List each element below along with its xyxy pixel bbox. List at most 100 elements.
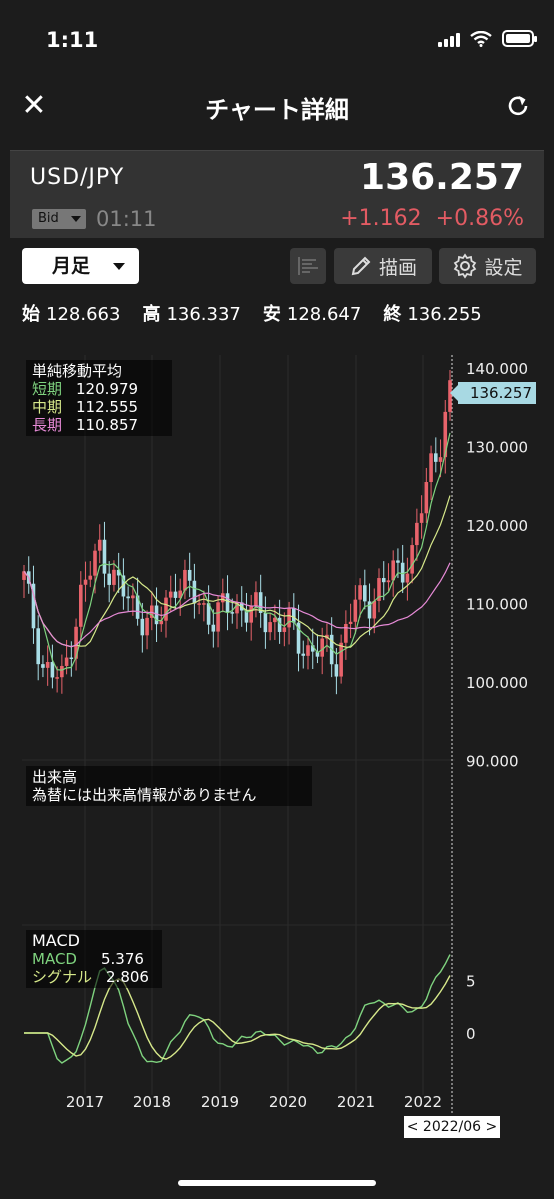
candle-body	[69, 657, 74, 660]
candle-body	[168, 591, 173, 598]
time-axis-label: 2020	[269, 1093, 307, 1111]
status-time: 1:11	[46, 28, 99, 52]
candle-body	[306, 645, 310, 656]
list-icon	[298, 257, 318, 275]
candle-body	[410, 545, 414, 574]
volume-legend: 出来高 為替には出来高情報がありません	[26, 766, 312, 806]
sma-mid-value: 112.555	[76, 398, 139, 416]
period-label: 月足	[52, 255, 91, 277]
close-icon[interactable]: ✕	[21, 88, 47, 123]
candle-body	[164, 597, 168, 621]
battery-icon	[502, 30, 537, 47]
candle-body	[438, 457, 443, 462]
home-indicator	[178, 1180, 376, 1186]
chevron-down-icon	[71, 216, 81, 222]
candle-body	[140, 618, 145, 636]
sma-legend: 単純移動平均 短期 120.979 中期 112.555 長期 110.857	[26, 360, 172, 436]
macd-legend-title: MACD	[32, 931, 80, 950]
candle-body	[334, 664, 339, 677]
candle-body	[31, 583, 36, 629]
candle-body	[310, 645, 315, 652]
candle-body	[315, 651, 320, 657]
candle-body	[381, 578, 386, 583]
candle-body	[348, 621, 353, 625]
candle-body	[74, 626, 78, 659]
candle-body	[415, 522, 419, 546]
candle-body	[135, 595, 140, 619]
candle-body	[235, 602, 239, 614]
candle-body	[254, 592, 258, 607]
candle-body	[102, 539, 107, 574]
candle-body	[150, 605, 154, 618]
candle-body	[79, 584, 83, 627]
candle-body	[192, 580, 197, 604]
chevron-down-icon	[113, 263, 125, 270]
period-select[interactable]: 月足	[22, 248, 139, 284]
candle-body	[367, 601, 372, 619]
candle-body	[301, 653, 306, 656]
candle-body	[429, 453, 433, 483]
candle-body	[320, 638, 324, 657]
candle-body	[178, 590, 182, 598]
candle-body	[206, 603, 211, 625]
candle-body	[377, 578, 381, 601]
candle-body	[36, 628, 40, 665]
volume-legend-note: 為替には出来高情報がありません	[32, 786, 257, 804]
bid-selector[interactable]: Bid	[32, 209, 86, 229]
price-axis-label: 110.000	[466, 596, 528, 614]
draw-button[interactable]: 描画	[334, 248, 432, 284]
candle-body	[287, 608, 291, 628]
time-axis-label: 2017	[66, 1093, 104, 1111]
candle-body	[183, 569, 187, 591]
volume-legend-title: 出来高	[32, 768, 78, 786]
candle-body	[443, 411, 448, 458]
candle-body	[277, 617, 282, 632]
settings-button[interactable]: 設定	[439, 248, 536, 284]
ohlc-open: 始 128.663	[22, 304, 121, 325]
currency-pair: USD/JPY	[30, 165, 125, 190]
candle-body	[358, 585, 362, 600]
price-chart[interactable]: 140.000 130.000 120.000 110.000 100.000 90.00…	[0, 355, 554, 1135]
candle-body	[339, 642, 343, 677]
signal-icon	[438, 31, 460, 47]
candle-body	[244, 610, 249, 623]
candle-body	[249, 606, 253, 623]
candle-body	[225, 593, 230, 613]
candle-body	[97, 539, 102, 551]
refresh-icon[interactable]	[504, 92, 532, 120]
candle-body	[64, 657, 69, 666]
candle-body	[400, 562, 405, 583]
header: ✕ チャート詳細	[0, 76, 554, 136]
indicator-list-button[interactable]	[290, 248, 326, 284]
candle-body	[211, 624, 216, 632]
sma-long-value: 110.857	[76, 416, 139, 434]
macd-value: 5.376	[100, 950, 144, 968]
candle-body	[202, 603, 206, 605]
candle-body	[424, 482, 429, 514]
signal-value: 2.806	[106, 968, 149, 986]
candle-body	[344, 624, 348, 643]
signal-line	[24, 975, 451, 1060]
sma-short-label: 短期	[32, 380, 63, 398]
sma-mid-label: 中期	[32, 398, 63, 416]
quote-time: 01:11	[96, 207, 157, 231]
price-axis-label: 90.000	[466, 753, 519, 771]
candle-body	[187, 569, 192, 581]
candle-body	[60, 665, 64, 678]
price-axis-label: 140.000	[466, 360, 528, 378]
candle-body	[116, 569, 121, 576]
candle-body	[221, 593, 225, 603]
candle-body	[55, 677, 59, 679]
candle-body	[419, 513, 424, 523]
sma-mid-line	[23, 495, 451, 648]
pencil-icon	[351, 256, 371, 276]
draw-label: 描画	[378, 256, 417, 279]
current-date-tag: < 2022/06 >	[404, 1116, 500, 1138]
candle-body	[121, 575, 126, 597]
candle-body	[45, 662, 50, 668]
price-axis-label: 120.000	[466, 517, 528, 535]
candle-body	[230, 612, 235, 614]
candle-body	[126, 596, 130, 599]
ohlc-low: 安 128.647	[262, 304, 362, 325]
candle-body	[396, 560, 400, 563]
